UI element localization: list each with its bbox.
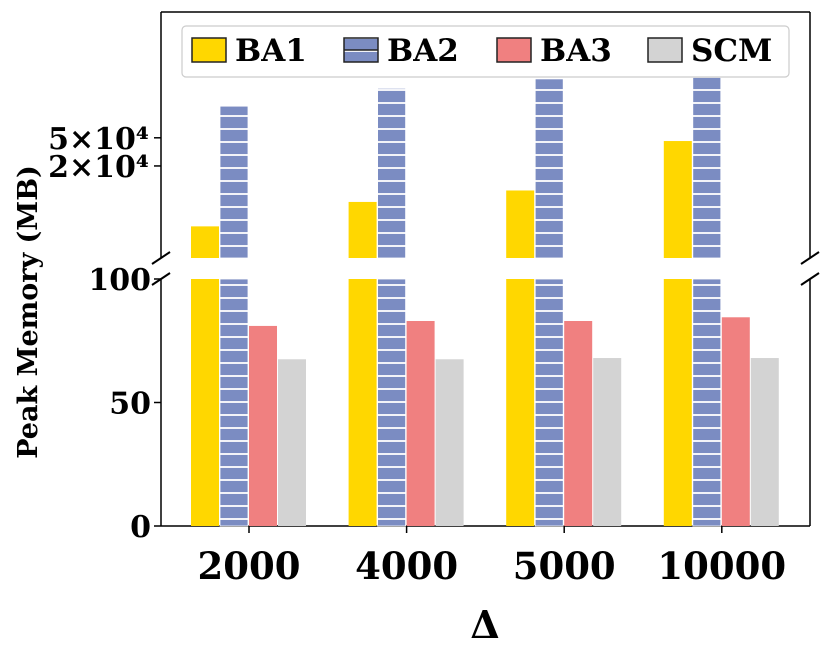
- legend-label-scm: SCM: [691, 33, 772, 69]
- break-mark-0: [151, 251, 171, 265]
- bar-ba1-10000-upper: [663, 141, 692, 258]
- x-axis-label: Δ: [470, 602, 499, 647]
- break-mark-3: [800, 272, 820, 286]
- bar-ba2-4000-lower: [377, 278, 407, 527]
- legend-swatch-ba3: [496, 37, 532, 63]
- legend-frame: [181, 25, 790, 78]
- legend: BA1 BA2 BA3 SCM: [181, 25, 790, 78]
- bar-ba2-4000-upper: [377, 87, 407, 259]
- x-tick-label-4000: 4000: [355, 544, 458, 588]
- bar-ba1-2000-upper: [191, 226, 219, 258]
- bar-ba2-2000-lower: [219, 278, 249, 527]
- bar-ba1-2000-lower: [191, 279, 219, 526]
- break-mark-2: [800, 251, 820, 265]
- bar-ba1-4000-upper: [348, 201, 377, 258]
- axis-break-marks: [151, 251, 820, 286]
- bar-ba2-10000-lower: [692, 278, 722, 527]
- bar-scm-10000-lower: [750, 358, 779, 526]
- bar-ba3-2000-lower: [249, 325, 277, 526]
- legend-label-ba3: BA3: [540, 33, 612, 69]
- legend-label-ba1: BA1: [235, 33, 307, 69]
- bar-scm-5000-lower: [593, 358, 622, 526]
- y-tick-label-upper-50000: 5×10⁴: [48, 122, 149, 157]
- y-tick-label-lower-100: 100: [88, 263, 151, 298]
- bar-ba3-4000-lower: [406, 320, 435, 526]
- bar-scm-4000-lower: [435, 359, 464, 526]
- break-mark-1: [151, 272, 171, 286]
- bar-ba3-5000-lower: [564, 320, 593, 526]
- upper-axes: [160, 11, 811, 258]
- bar-ba1-10000-lower: [663, 279, 692, 526]
- bar-ba1-5000-lower: [506, 279, 535, 526]
- legend-label-ba2: BA2: [387, 33, 459, 69]
- y-tick-label-lower-0: 0: [130, 510, 151, 545]
- bar-ba2-5000-lower: [534, 278, 564, 527]
- bar-ba3-10000-lower: [721, 317, 750, 526]
- x-tick-label-5000: 5000: [513, 544, 616, 588]
- y-axis-label: Peak Memory (MB): [13, 165, 44, 459]
- bar-scm-2000-lower: [278, 359, 306, 526]
- x-tick-label-10000: 10000: [657, 544, 786, 588]
- legend-swatch-ba1: [191, 37, 227, 63]
- bar-ba2-10000-upper: [692, 52, 722, 259]
- y-tick-label-lower-50: 50: [109, 387, 151, 422]
- legend-swatch-scm: [647, 37, 683, 63]
- x-tick-label-2000: 2000: [198, 544, 301, 588]
- bar-ba1-5000-upper: [506, 190, 535, 258]
- bar-ba2-5000-upper: [534, 78, 564, 259]
- bars: [191, 52, 779, 527]
- y-tick-label-upper-20000: 2×10⁴: [48, 150, 149, 185]
- bar-ba1-4000-lower: [348, 279, 377, 526]
- bar-ba2-2000-upper: [219, 105, 249, 259]
